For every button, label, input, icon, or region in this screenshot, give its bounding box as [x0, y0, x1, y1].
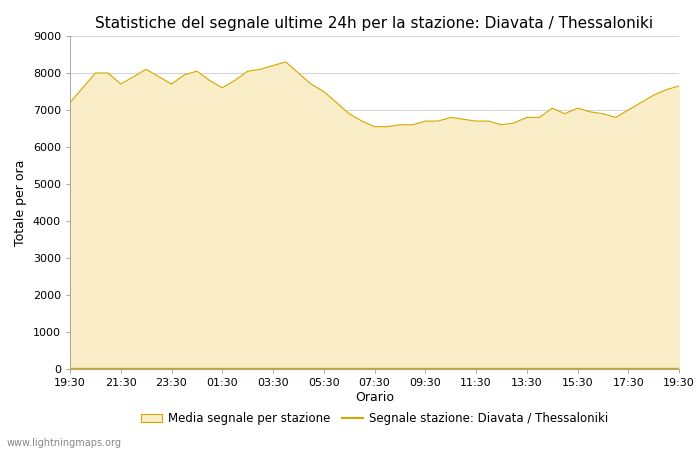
Legend: Media segnale per stazione, Segnale stazione: Diavata / Thessaloniki: Media segnale per stazione, Segnale staz…	[136, 407, 613, 430]
Text: www.lightningmaps.org: www.lightningmaps.org	[7, 438, 122, 448]
X-axis label: Orario: Orario	[355, 391, 394, 404]
Title: Statistiche del segnale ultime 24h per la stazione: Diavata / Thessaloniki: Statistiche del segnale ultime 24h per l…	[95, 16, 654, 31]
Y-axis label: Totale per ora: Totale per ora	[14, 159, 27, 246]
